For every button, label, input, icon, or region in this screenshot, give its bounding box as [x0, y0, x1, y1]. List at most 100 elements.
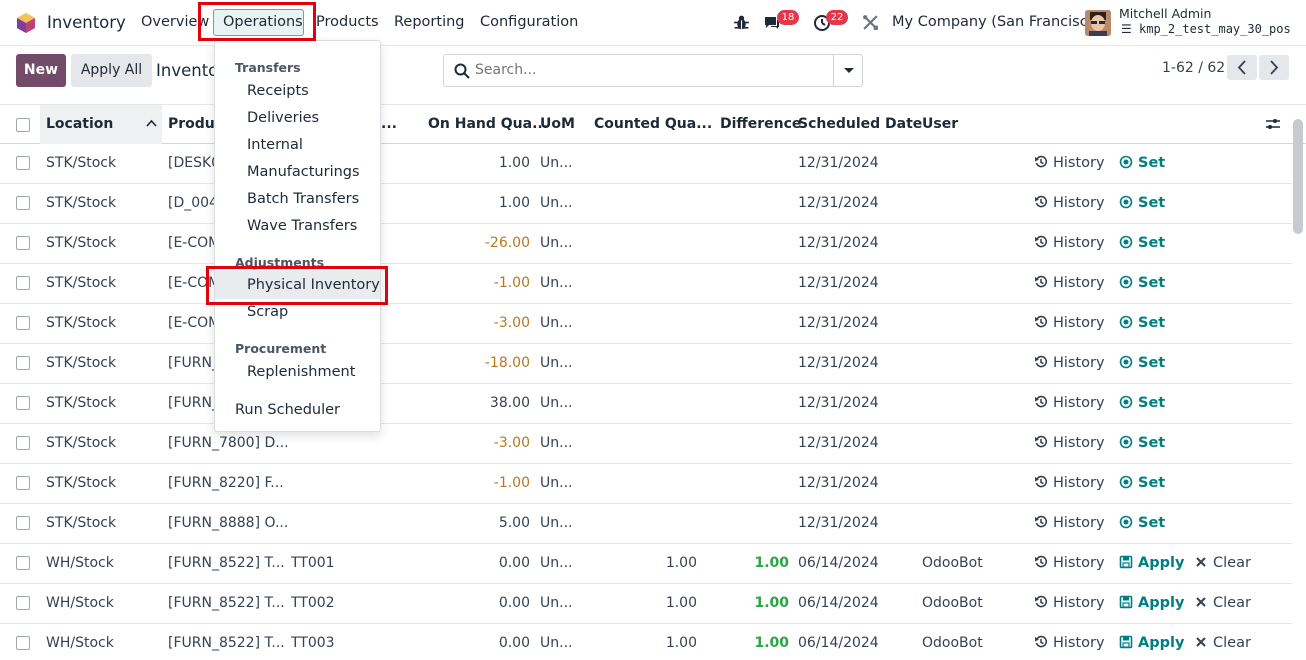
menu-item-batch-transfers[interactable]: Batch Transfers [247, 191, 360, 207]
column-uom[interactable]: UoM [540, 116, 575, 132]
set-button[interactable]: Set [1119, 235, 1165, 251]
row-checkbox[interactable] [16, 516, 30, 530]
menu-item-replenishment[interactable]: Replenishment [247, 364, 356, 380]
set-button[interactable]: Set [1119, 155, 1165, 171]
pager-next-button[interactable] [1259, 55, 1289, 80]
clear-button[interactable]: Clear [1194, 555, 1251, 571]
column-product[interactable]: Produc [168, 116, 224, 132]
select-all-checkbox[interactable] [16, 118, 30, 132]
history-button[interactable]: History [1034, 235, 1105, 251]
set-button[interactable]: Set [1119, 355, 1165, 371]
row-checkbox[interactable] [16, 476, 30, 490]
apply-all-button[interactable]: Apply All [71, 54, 152, 87]
cell-counted[interactable]: 1.00 [665, 635, 697, 651]
menu-item-internal[interactable]: Internal [247, 137, 303, 153]
history-button[interactable]: History [1034, 395, 1105, 411]
row-checkbox[interactable] [16, 196, 30, 210]
history-button[interactable]: History [1034, 275, 1105, 291]
column-scheduled-date[interactable]: Scheduled Date [798, 116, 923, 132]
clear-button[interactable]: Clear [1194, 635, 1251, 651]
bug-icon[interactable] [733, 14, 750, 31]
table-row[interactable]: STK/Stock [E-COM -26.00 Un... 12/31/2024 Hist… [0, 224, 1292, 264]
row-checkbox[interactable] [16, 556, 30, 570]
menu-reporting[interactable]: Reporting [394, 14, 465, 30]
history-button[interactable]: History [1034, 595, 1105, 611]
menu-operations[interactable]: Operations [223, 14, 303, 30]
user-name[interactable]: Mitchell Admin [1119, 6, 1212, 21]
history-button[interactable]: History [1034, 435, 1105, 451]
app-name[interactable]: Inventory [47, 13, 126, 32]
clear-button[interactable]: Clear [1194, 595, 1251, 611]
menu-item-run-scheduler[interactable]: Run Scheduler [235, 402, 341, 418]
menu-configuration[interactable]: Configuration [480, 14, 579, 30]
table-row[interactable]: STK/Stock [FURN_7800] D... -3.00 Un... 12/31… [0, 424, 1292, 464]
tools-icon[interactable] [862, 14, 879, 31]
set-button[interactable]: Set [1119, 515, 1165, 531]
table-row[interactable]: WH/Stock [FURN_8522] T... TT002 0.00 Un... 1.… [0, 584, 1292, 624]
user-avatar[interactable] [1085, 10, 1111, 36]
row-checkbox[interactable] [16, 596, 30, 610]
row-checkbox[interactable] [16, 636, 30, 650]
history-button[interactable]: History [1034, 555, 1105, 571]
table-row[interactable]: STK/Stock [FURN_8220] F... -1.00 Un... 12/31… [0, 464, 1292, 504]
table-row[interactable]: STK/Stock [FURN_ -18.00 Un... 12/31/2024 Hist… [0, 344, 1292, 384]
history-button[interactable]: History [1034, 195, 1105, 211]
pager-value[interactable]: 1-62 / 62 [1162, 60, 1226, 76]
menu-item-receipts[interactable]: Receipts [247, 83, 309, 99]
cell-counted[interactable]: 1.00 [665, 595, 697, 611]
history-button[interactable]: History [1034, 635, 1105, 651]
set-button[interactable]: Set [1119, 275, 1165, 291]
apply-button[interactable]: Apply [1119, 555, 1184, 571]
new-button[interactable]: New [16, 54, 66, 87]
history-button[interactable]: History [1034, 315, 1105, 331]
column-counted-quantity[interactable]: Counted Qua... [594, 116, 713, 132]
history-button[interactable]: History [1034, 355, 1105, 371]
column-difference[interactable]: Difference [720, 116, 802, 132]
menu-products[interactable]: Products [316, 14, 379, 30]
set-button[interactable]: Set [1119, 475, 1165, 491]
row-checkbox[interactable] [16, 276, 30, 290]
menu-item-wave-transfers[interactable]: Wave Transfers [247, 218, 358, 234]
set-button[interactable]: Set [1119, 435, 1165, 451]
apply-button[interactable]: Apply [1119, 595, 1184, 611]
row-checkbox[interactable] [16, 156, 30, 170]
set-button[interactable]: Set [1119, 315, 1165, 331]
search-input[interactable] [475, 62, 825, 78]
set-button[interactable]: Set [1119, 195, 1165, 211]
table-row[interactable]: WH/Stock [FURN_8522] T... TT001 0.00 Un... 1.… [0, 544, 1292, 584]
column-lot[interactable]: ... [381, 116, 397, 132]
table-row[interactable]: STK/Stock [D_004 1.00 Un... 12/31/2024 Histor… [0, 184, 1292, 224]
menu-item-scrap[interactable]: Scrap [247, 304, 289, 320]
table-row[interactable]: STK/Stock [E-COM -1.00 Un... 12/31/2024 Histo… [0, 264, 1292, 304]
table-row[interactable]: STK/Stock [FURN_ 38.00 Un... 12/31/2024 Histo… [0, 384, 1292, 424]
table-row[interactable]: STK/Stock [DESK0 1.00 Un... 12/31/2024 Histor… [0, 144, 1292, 184]
table-row[interactable]: STK/Stock [FURN_8888] O... 5.00 Un... 12/31/… [0, 504, 1292, 544]
chat-icon[interactable] [763, 15, 781, 31]
menu-item-physical-inventory[interactable]: Physical Inventory [247, 277, 380, 293]
row-checkbox[interactable] [16, 436, 30, 450]
menu-overview[interactable]: Overview [141, 14, 210, 30]
row-checkbox[interactable] [16, 316, 30, 330]
row-checkbox[interactable] [16, 356, 30, 370]
inventory-app-icon[interactable] [16, 12, 36, 34]
history-button[interactable]: History [1034, 515, 1105, 531]
menu-item-manufacturings[interactable]: Manufacturings [247, 164, 360, 180]
column-location[interactable]: Location [46, 116, 114, 132]
table-row[interactable]: STK/Stock [E-COM -3.00 Un... 12/31/2024 Histo… [0, 304, 1292, 344]
set-button[interactable]: Set [1119, 395, 1165, 411]
search-options-toggle[interactable] [833, 55, 863, 86]
history-button[interactable]: History [1034, 155, 1105, 171]
apply-button[interactable]: Apply [1119, 635, 1184, 651]
company-switcher[interactable]: My Company (San Francisco) [892, 14, 1103, 30]
row-checkbox[interactable] [16, 236, 30, 250]
row-checkbox[interactable] [16, 396, 30, 410]
column-on-hand-quantity[interactable]: On Hand Qua... [428, 116, 549, 132]
menu-item-deliveries[interactable]: Deliveries [247, 110, 320, 126]
vertical-scrollbar[interactable] [1293, 119, 1303, 234]
column-user[interactable]: User [922, 116, 959, 132]
optional-columns-icon[interactable] [1265, 116, 1281, 132]
history-button[interactable]: History [1034, 475, 1105, 491]
cell-counted[interactable]: 1.00 [665, 555, 697, 571]
pager-previous-button[interactable] [1227, 55, 1257, 80]
table-row[interactable]: WH/Stock [FURN_8522] T... TT003 0.00 Un... 1.… [0, 624, 1292, 660]
